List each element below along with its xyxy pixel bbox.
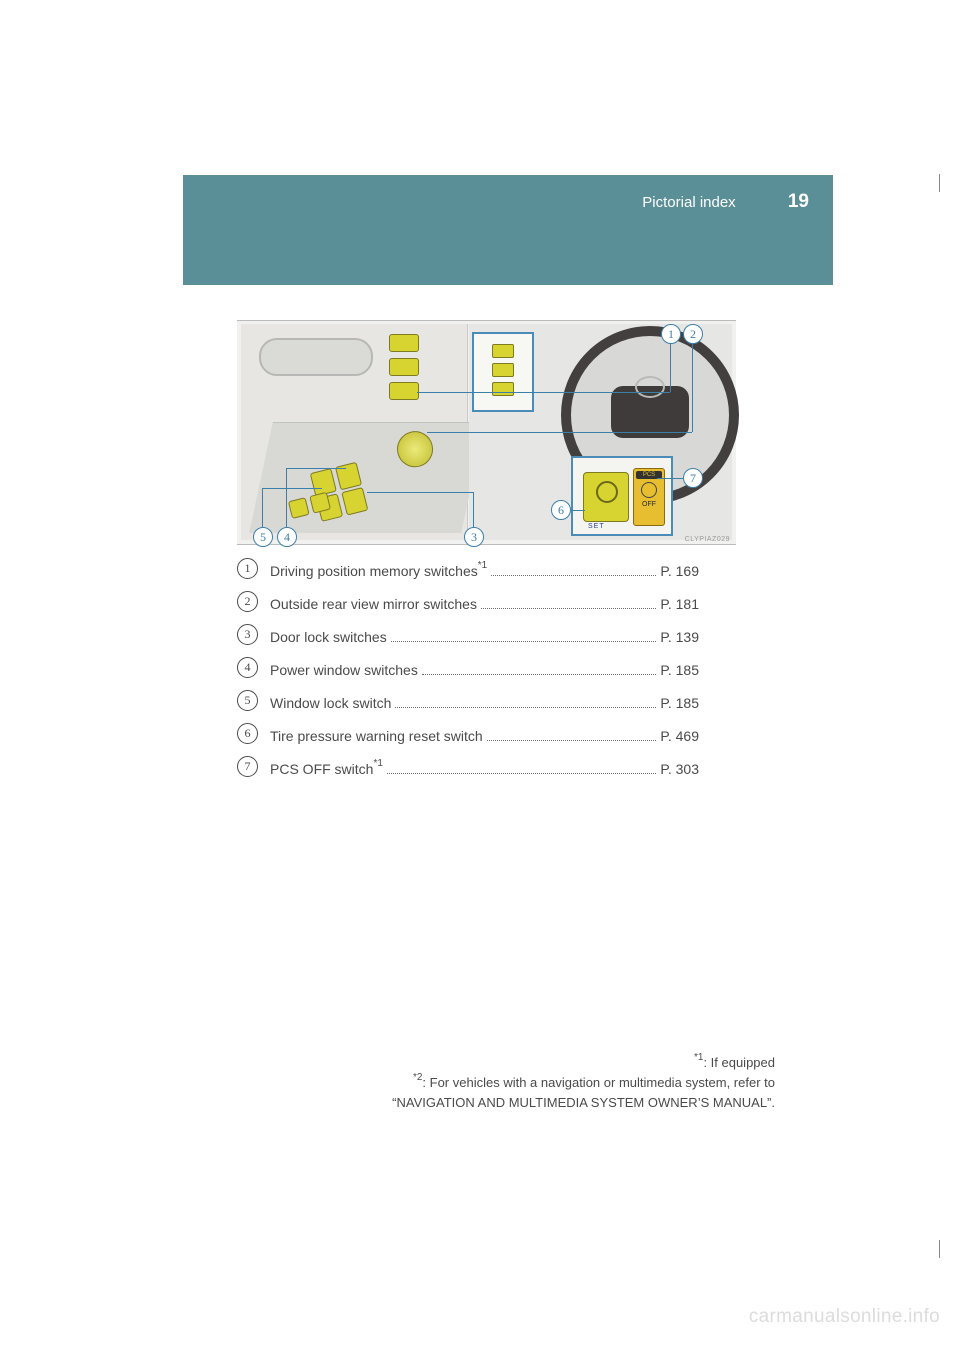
index-row: 6 Tire pressure warning reset switch P. 46… bbox=[237, 723, 699, 745]
leader-line bbox=[473, 492, 474, 527]
section-title: Pictorial index bbox=[642, 194, 735, 211]
tire-pressure-reset-icon bbox=[583, 472, 629, 522]
footnote-1: *1: If equipped bbox=[237, 1053, 775, 1073]
index-list: 1 Driving position memory switches*1 P. 16… bbox=[237, 558, 699, 789]
diagram-illustration: SET PCS OFF 12 3 45 6 7 CLYPIAZ029 bbox=[237, 320, 736, 545]
leader-dots bbox=[391, 640, 657, 642]
inset-lower-dash-switches: SET PCS OFF bbox=[571, 456, 673, 536]
diagram-callout: 2 bbox=[683, 324, 703, 344]
header-bar: Pictorial index 19 bbox=[183, 175, 833, 285]
diagram-callout: 7 bbox=[683, 468, 703, 488]
index-row-label: Outside rear view mirror switches bbox=[270, 596, 477, 613]
index-row: 4 Power window switches P. 185 bbox=[237, 657, 699, 679]
index-row-label: Power window switches bbox=[270, 662, 418, 679]
index-row: 7 PCS OFF switch*1 P. 303 bbox=[237, 756, 699, 778]
pcs-off-switch-icon: PCS OFF bbox=[633, 468, 665, 526]
leader-line bbox=[286, 468, 287, 527]
crop-mark-bottom bbox=[939, 1240, 946, 1258]
index-row-label: Window lock switch bbox=[270, 695, 391, 712]
header-text: Pictorial index 19 bbox=[642, 191, 809, 213]
index-row-number: 3 bbox=[237, 624, 258, 645]
footnote-2-sup: *2 bbox=[413, 1072, 422, 1083]
leader-line bbox=[670, 344, 671, 392]
leader-dots bbox=[387, 772, 656, 774]
door-handle-icon bbox=[259, 338, 373, 376]
diagram-callout: 4 bbox=[277, 527, 297, 547]
image-credit: CLYPIAZ029 bbox=[685, 536, 730, 543]
leader-line bbox=[262, 488, 322, 489]
leader-line bbox=[417, 392, 670, 393]
index-row-page: P. 303 bbox=[660, 761, 699, 778]
diagram-callout: 5 bbox=[253, 527, 273, 547]
index-row-page: P. 185 bbox=[660, 695, 699, 712]
index-row: 3 Door lock switches P. 139 bbox=[237, 624, 699, 646]
leader-dots bbox=[395, 706, 656, 708]
leader-line bbox=[262, 488, 263, 527]
page-number: 19 bbox=[788, 191, 809, 212]
index-row-label: Door lock switches bbox=[270, 629, 387, 646]
watermark: carmanualsonline.info bbox=[749, 1306, 940, 1328]
index-row: 2 Outside rear view mirror switches P. 181 bbox=[237, 591, 699, 613]
index-row-number: 5 bbox=[237, 690, 258, 711]
footnote-3: “NAVIGATION AND MULTIMEDIA SYSTEM OWNER’… bbox=[237, 1093, 775, 1113]
index-row: 1 Driving position memory switches*1 P. 16… bbox=[237, 558, 699, 580]
index-row: 5 Window lock switch P. 185 bbox=[237, 690, 699, 712]
index-row-sup: *1 bbox=[373, 758, 382, 769]
index-row-sup: *1 bbox=[478, 560, 487, 571]
leader-dots bbox=[422, 673, 656, 675]
index-row-page: P. 139 bbox=[660, 629, 699, 646]
leader-dots bbox=[487, 739, 657, 741]
index-row-number: 6 bbox=[237, 723, 258, 744]
diagram-callout: 1 bbox=[661, 324, 681, 344]
leader-line bbox=[367, 492, 473, 493]
index-row-label: Driving position memory switches*1 bbox=[270, 563, 487, 580]
leader-line bbox=[692, 344, 693, 432]
footnotes: *1: If equipped *2: For vehicles with a … bbox=[237, 1053, 775, 1113]
leader-line bbox=[657, 478, 683, 479]
leader-dots bbox=[481, 607, 656, 609]
memory-switches-icon bbox=[389, 334, 419, 406]
diagram-callout: 6 bbox=[551, 500, 571, 520]
footnote-1-text: : If equipped bbox=[703, 1055, 775, 1070]
pcs-bottom-label: OFF bbox=[634, 501, 664, 508]
leader-dots bbox=[491, 574, 656, 576]
inset-memory-switches bbox=[472, 332, 534, 412]
index-row-page: P. 469 bbox=[660, 728, 699, 745]
footnote-2-text: : For vehicles with a navigation or mult… bbox=[422, 1075, 775, 1090]
index-row-page: P. 169 bbox=[660, 563, 699, 580]
leader-line bbox=[427, 432, 692, 433]
index-row-number: 2 bbox=[237, 591, 258, 612]
diagram-callout: 3 bbox=[464, 527, 484, 547]
footnote-2: *2: For vehicles with a navigation or mu… bbox=[237, 1073, 775, 1093]
index-row-label: Tire pressure warning reset switch bbox=[270, 728, 483, 745]
page: Pictorial index 19 bbox=[0, 0, 960, 1358]
crop-mark-top bbox=[939, 174, 946, 192]
index-row-number: 7 bbox=[237, 756, 258, 777]
index-row-page: P. 181 bbox=[660, 596, 699, 613]
index-row-number: 1 bbox=[237, 558, 258, 579]
index-row-page: P. 185 bbox=[660, 662, 699, 679]
footnote-1-sup: *1 bbox=[694, 1052, 703, 1063]
inset-set-label: SET bbox=[588, 523, 605, 530]
index-row-number: 4 bbox=[237, 657, 258, 678]
index-row-label: PCS OFF switch*1 bbox=[270, 761, 383, 778]
leader-line bbox=[571, 510, 585, 511]
leader-line bbox=[286, 468, 346, 469]
